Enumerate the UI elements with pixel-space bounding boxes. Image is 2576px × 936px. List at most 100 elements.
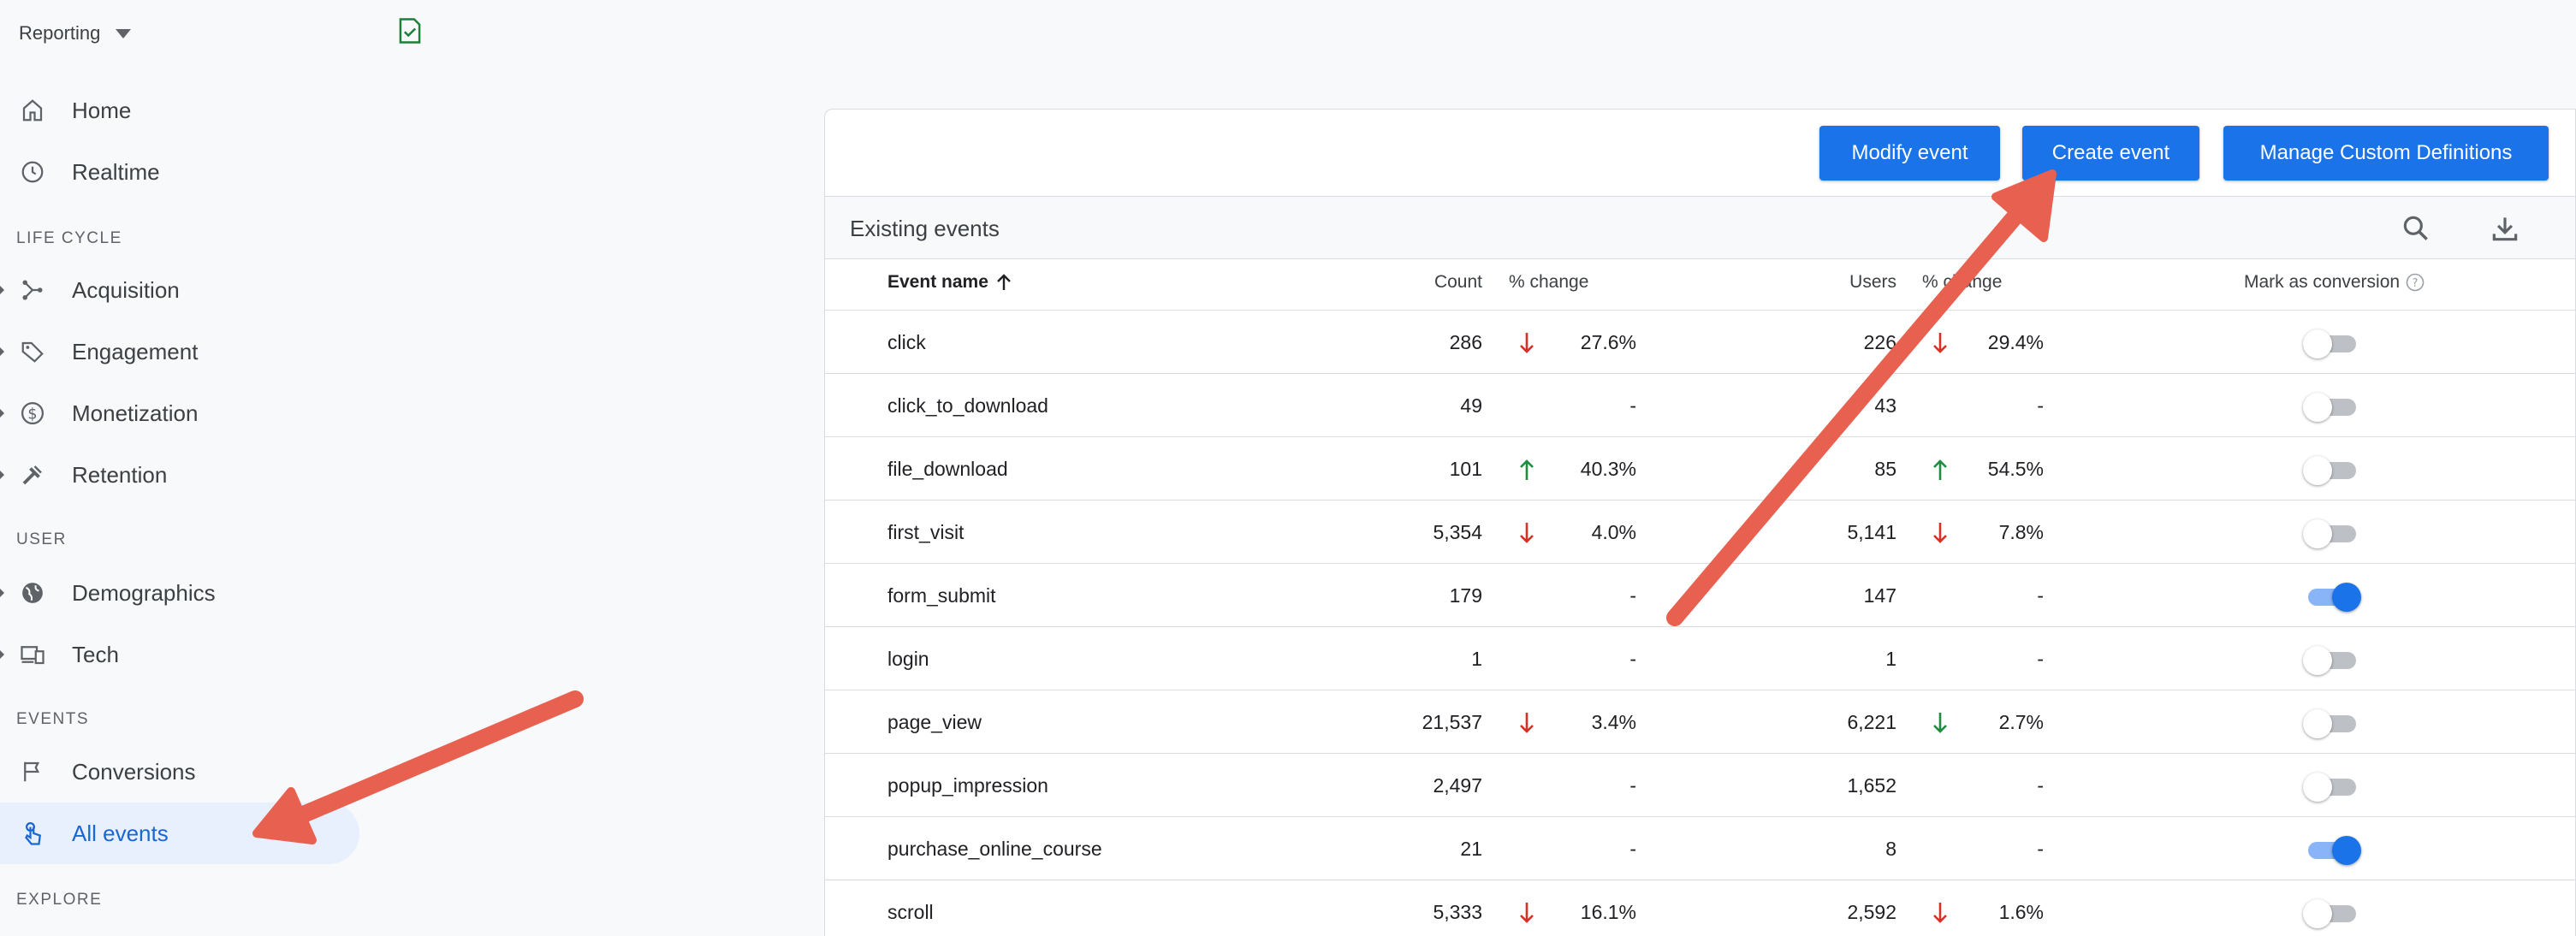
sidebar-item-acquisition[interactable]: Acquisition — [0, 259, 359, 321]
table-row[interactable]: scroll 5,333 16.1% 2,592 1.6% — [825, 880, 2575, 936]
event-name[interactable]: click — [887, 331, 926, 353]
sidebar-item-realtime[interactable]: Realtime — [0, 141, 359, 203]
sidebar-item-monetization[interactable]: $ Monetization — [0, 382, 359, 444]
event-name[interactable]: page_view — [887, 711, 982, 733]
event-users: 226 — [1863, 331, 1896, 353]
column-header-users-change[interactable]: % change — [1922, 272, 2003, 292]
count-change: 16.1% — [1580, 901, 1636, 923]
table-row[interactable]: click_to_download 49 - 43 - — [825, 374, 2575, 437]
toggle-knob — [2303, 456, 2332, 485]
sidebar-item-tech[interactable]: Tech — [0, 624, 359, 685]
table-row[interactable]: first_visit 5,354 4.0% 5,141 7.8% — [825, 501, 2575, 564]
clock-icon — [19, 158, 46, 186]
column-header-users[interactable]: Users — [1849, 272, 1896, 292]
column-header-label: Event name — [887, 272, 988, 292]
arrow-down-icon — [1518, 331, 1535, 355]
manage-custom-definitions-button[interactable]: Manage Custom Definitions — [2223, 126, 2549, 181]
saved-report-icon[interactable] — [397, 17, 423, 44]
caret-down-icon — [116, 28, 132, 39]
sidebar-item-all-events[interactable]: All events — [0, 803, 359, 864]
users-change: 1.6% — [1998, 901, 2044, 923]
toggle-knob — [2303, 646, 2332, 675]
sidebar-item-conversions[interactable]: Conversions — [0, 741, 359, 803]
users-change: 54.5% — [1987, 458, 2044, 480]
event-count: 49 — [1460, 394, 1482, 417]
column-header-count[interactable]: Count — [1433, 272, 1482, 292]
table-row[interactable]: page_view 21,537 3.4% 6,221 2.7% — [825, 690, 2575, 754]
mark-conversion-toggle[interactable] — [2303, 329, 2359, 358]
mark-conversion-toggle[interactable] — [2303, 899, 2359, 928]
magnet-icon — [19, 461, 46, 489]
mark-conversion-toggle[interactable] — [2303, 456, 2359, 485]
svg-text:$: $ — [27, 406, 37, 423]
mark-conversion-toggle[interactable] — [2303, 393, 2359, 422]
table-row[interactable]: click 286 27.6% 226 29.4% — [825, 311, 2575, 374]
touch-icon — [19, 820, 46, 847]
column-header-event-name[interactable]: Event name — [887, 272, 1012, 293]
event-users: 85 — [1874, 458, 1896, 480]
event-name[interactable]: purchase_online_course — [887, 838, 1102, 860]
home-icon — [19, 97, 46, 124]
table-row[interactable]: purchase_online_course 21 - 8 - — [825, 817, 2575, 880]
event-name[interactable]: popup_impression — [887, 774, 1048, 797]
event-name[interactable]: file_download — [887, 458, 1008, 480]
expand-icon — [0, 589, 4, 597]
section-life-cycle: LIFE CYCLE — [16, 229, 122, 247]
expand-icon — [0, 409, 4, 418]
users-change: - — [2037, 584, 2044, 607]
section-explore: EXPLORE — [16, 891, 103, 909]
mark-conversion-toggle[interactable] — [2306, 583, 2361, 612]
event-count: 179 — [1449, 584, 1482, 607]
event-count: 2,497 — [1433, 774, 1482, 797]
mark-conversion-toggle[interactable] — [2306, 836, 2361, 865]
download-icon[interactable] — [2489, 212, 2521, 245]
sidebar-item-home[interactable]: Home — [0, 80, 359, 141]
event-count: 101 — [1449, 458, 1482, 480]
toggle-knob — [2303, 393, 2332, 422]
event-name[interactable]: first_visit — [887, 521, 965, 543]
mark-conversion-toggle[interactable] — [2303, 519, 2359, 548]
event-name[interactable]: scroll — [887, 901, 934, 923]
arrow-down-icon — [1518, 521, 1535, 545]
users-change: 2.7% — [1998, 711, 2044, 733]
toggle-knob — [2303, 773, 2332, 802]
event-count: 5,354 — [1433, 521, 1482, 543]
search-icon[interactable] — [2400, 212, 2432, 245]
modify-event-button[interactable]: Modify event — [1819, 126, 2000, 181]
reporting-dropdown[interactable]: Reporting — [19, 22, 132, 44]
event-name[interactable]: click_to_download — [887, 394, 1048, 417]
acquisition-icon — [19, 276, 46, 304]
event-users: 6,221 — [1847, 711, 1896, 733]
table-row[interactable]: file_download 101 40.3% 85 54.5% — [825, 437, 2575, 501]
table-row[interactable]: popup_impression 2,497 - 1,652 - — [825, 754, 2575, 817]
sidebar-item-label: Acquisition — [72, 276, 180, 303]
users-change: - — [2037, 774, 2044, 797]
toggle-knob — [2303, 899, 2332, 928]
event-name[interactable]: login — [887, 648, 929, 670]
sidebar-item-engagement[interactable]: Engagement — [0, 321, 359, 382]
event-count: 5,333 — [1433, 901, 1482, 923]
table-row[interactable]: login 1 - 1 - — [825, 627, 2575, 690]
sidebar-item-label: Monetization — [72, 400, 199, 426]
users-change: - — [2037, 394, 2044, 417]
users-change: 29.4% — [1987, 331, 2044, 353]
event-users: 5,141 — [1847, 521, 1896, 543]
table-row[interactable]: form_submit 179 - 147 - — [825, 564, 2575, 627]
create-event-button[interactable]: Create event — [2022, 126, 2199, 181]
mark-conversion-toggle[interactable] — [2303, 709, 2359, 738]
column-header-label: Mark as conversion — [2244, 272, 2401, 292]
expand-icon — [0, 650, 4, 659]
sidebar-item-retention[interactable]: Retention — [0, 444, 359, 506]
sidebar-item-label: Retention — [72, 461, 168, 488]
column-header-count-change[interactable]: % change — [1509, 272, 1589, 292]
sidebar-item-demographics[interactable]: Demographics — [0, 562, 359, 624]
help-icon[interactable]: ? — [2405, 272, 2425, 293]
event-users: 1,652 — [1847, 774, 1896, 797]
event-users: 8 — [1885, 838, 1896, 860]
event-count: 21,537 — [1422, 711, 1482, 733]
mark-conversion-toggle[interactable] — [2303, 773, 2359, 802]
mark-conversion-toggle[interactable] — [2303, 646, 2359, 675]
expand-icon — [0, 286, 4, 294]
event-name[interactable]: form_submit — [887, 584, 996, 607]
toggle-knob — [2332, 583, 2361, 612]
